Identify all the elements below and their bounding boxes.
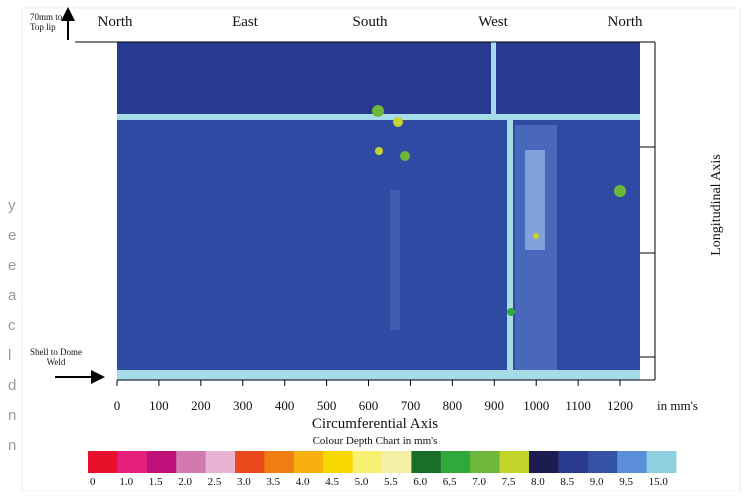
legend-swatch <box>353 451 383 473</box>
legend-swatch <box>411 451 441 473</box>
legend-swatch <box>323 451 353 473</box>
side-text: e <box>8 227 16 244</box>
top-note-line: 70mm to <box>30 12 63 22</box>
direction-label: North <box>98 14 133 30</box>
legend-swatch <box>617 451 647 473</box>
figure: 70mm toTop lip Shell to DomeWeld Longitu… <box>0 0 745 491</box>
side-text: n <box>8 407 16 424</box>
bottom-note-line: Weld <box>47 357 66 367</box>
direction-label: North <box>608 14 643 30</box>
x-tick-label: 300 <box>233 398 253 413</box>
legend-swatch <box>500 451 530 473</box>
legend-label: 8.0 <box>531 476 545 488</box>
x-tick-label: 800 <box>443 398 463 413</box>
x-axis-unit: in mm's <box>657 398 698 413</box>
x-tick-label: 100 <box>149 398 169 413</box>
x-tick-label: 600 <box>359 398 379 413</box>
legend-label: 5.5 <box>384 476 398 488</box>
legend-label: 9.5 <box>619 476 633 488</box>
legend-swatch <box>117 451 147 473</box>
legend-swatch <box>558 451 588 473</box>
y-axis-title: Longitudinal Axis <box>709 154 724 256</box>
legend-swatch <box>382 451 412 473</box>
legend-label: 0 <box>90 476 96 488</box>
x-tick-label: 900 <box>485 398 505 413</box>
side-text: c <box>8 317 16 334</box>
legend-label: 9.0 <box>590 476 604 488</box>
legend-label: 2.5 <box>208 476 222 488</box>
corrosion-map <box>117 42 640 380</box>
x-tick-label: 1200 <box>607 398 633 413</box>
legend-swatch <box>529 451 559 473</box>
legend-swatch <box>470 451 500 473</box>
x-tick-label: 0 <box>114 398 121 413</box>
legend-title: Colour Depth Chart in mm's <box>313 435 438 447</box>
top-note-line: Top lip <box>30 22 56 32</box>
x-tick-label: 400 <box>275 398 295 413</box>
legend-swatch <box>235 451 265 473</box>
x-tick-label: 1000 <box>523 398 549 413</box>
side-text: e <box>8 257 16 274</box>
page: {"figure": { "directions": ["North", "Ea… <box>0 0 745 491</box>
direction-label: South <box>352 14 388 30</box>
x-axis-title: Circumferential Axis <box>312 416 438 432</box>
side-text: d <box>8 377 16 394</box>
legend-label: 15.0 <box>649 476 669 488</box>
legend-swatch <box>647 451 677 473</box>
legend-label: 4.0 <box>296 476 310 488</box>
legend-swatch <box>264 451 294 473</box>
legend-label: 8.5 <box>560 476 574 488</box>
legend-label: 3.0 <box>237 476 251 488</box>
legend-swatch <box>147 451 177 473</box>
x-tick-label: 700 <box>401 398 421 413</box>
legend-label: 1.0 <box>119 476 133 488</box>
legend-swatch <box>88 451 118 473</box>
x-tick-label: 500 <box>317 398 337 413</box>
side-text: n <box>8 437 16 454</box>
legend-label: 5.0 <box>355 476 369 488</box>
legend-label: 6.5 <box>443 476 457 488</box>
x-tick-label: 200 <box>191 398 211 413</box>
legend-label: 6.0 <box>413 476 427 488</box>
direction-label: East <box>232 14 259 30</box>
legend-label: 2.0 <box>178 476 192 488</box>
legend-label: 7.0 <box>472 476 486 488</box>
side-text: l <box>8 347 11 364</box>
legend-swatch <box>294 451 324 473</box>
legend-label: 7.5 <box>502 476 516 488</box>
legend-swatch <box>206 451 236 473</box>
legend-swatch <box>441 451 471 473</box>
side-text: y <box>8 197 16 214</box>
legend-label: 4.5 <box>325 476 339 488</box>
legend-label: 1.5 <box>149 476 163 488</box>
legend-swatch <box>176 451 206 473</box>
side-text: a <box>8 287 17 304</box>
legend-label: 3.5 <box>266 476 280 488</box>
direction-label: West <box>478 14 508 30</box>
x-tick-label: 1100 <box>565 398 591 413</box>
legend-swatch <box>588 451 618 473</box>
bottom-note-line: Shell to Dome <box>30 347 82 357</box>
